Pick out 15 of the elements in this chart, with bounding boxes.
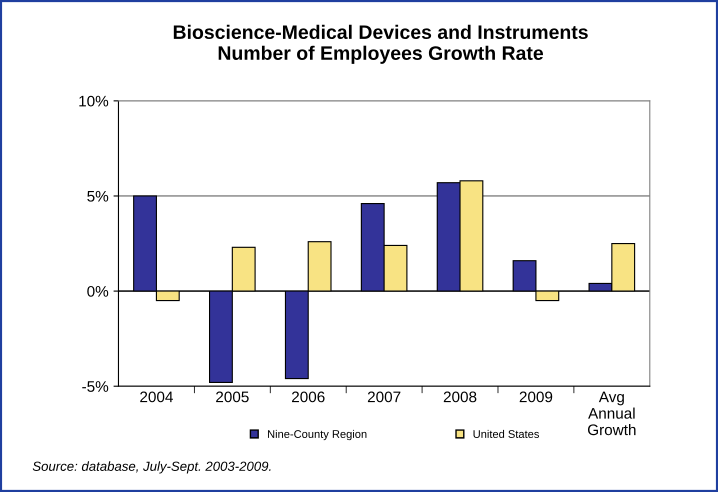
x-tick-label: 2006 [292, 391, 325, 402]
y-tick-label: 10% [79, 96, 108, 107]
y-tick-label: -5% [82, 381, 108, 392]
x-tick-label: Avg Annual Growth [588, 392, 636, 436]
chart-title: Bioscience-Medical Devices and Instruments Number of Employees Growth Rate [174, 24, 588, 64]
y-tick-label: 5% [87, 190, 108, 202]
x-tick-label: 2004 [140, 391, 173, 402]
x-tick-label: 2005 [216, 391, 249, 402]
legend-label: Nine-County Region [268, 430, 366, 440]
y-tick-label: 0% [87, 286, 108, 297]
x-tick-label: 2009 [520, 391, 552, 402]
legend-label: United States [474, 430, 539, 438]
x-tick-label: 2008 [444, 391, 476, 402]
source-note: Source: database, July-Sept. 2003-2009. [32, 461, 271, 474]
x-tick-label: 2007 [368, 391, 400, 402]
